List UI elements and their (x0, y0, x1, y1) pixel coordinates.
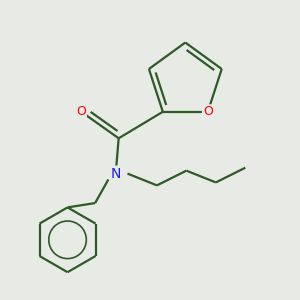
Text: N: N (110, 167, 121, 181)
Text: O: O (203, 105, 213, 118)
Text: O: O (76, 105, 86, 118)
